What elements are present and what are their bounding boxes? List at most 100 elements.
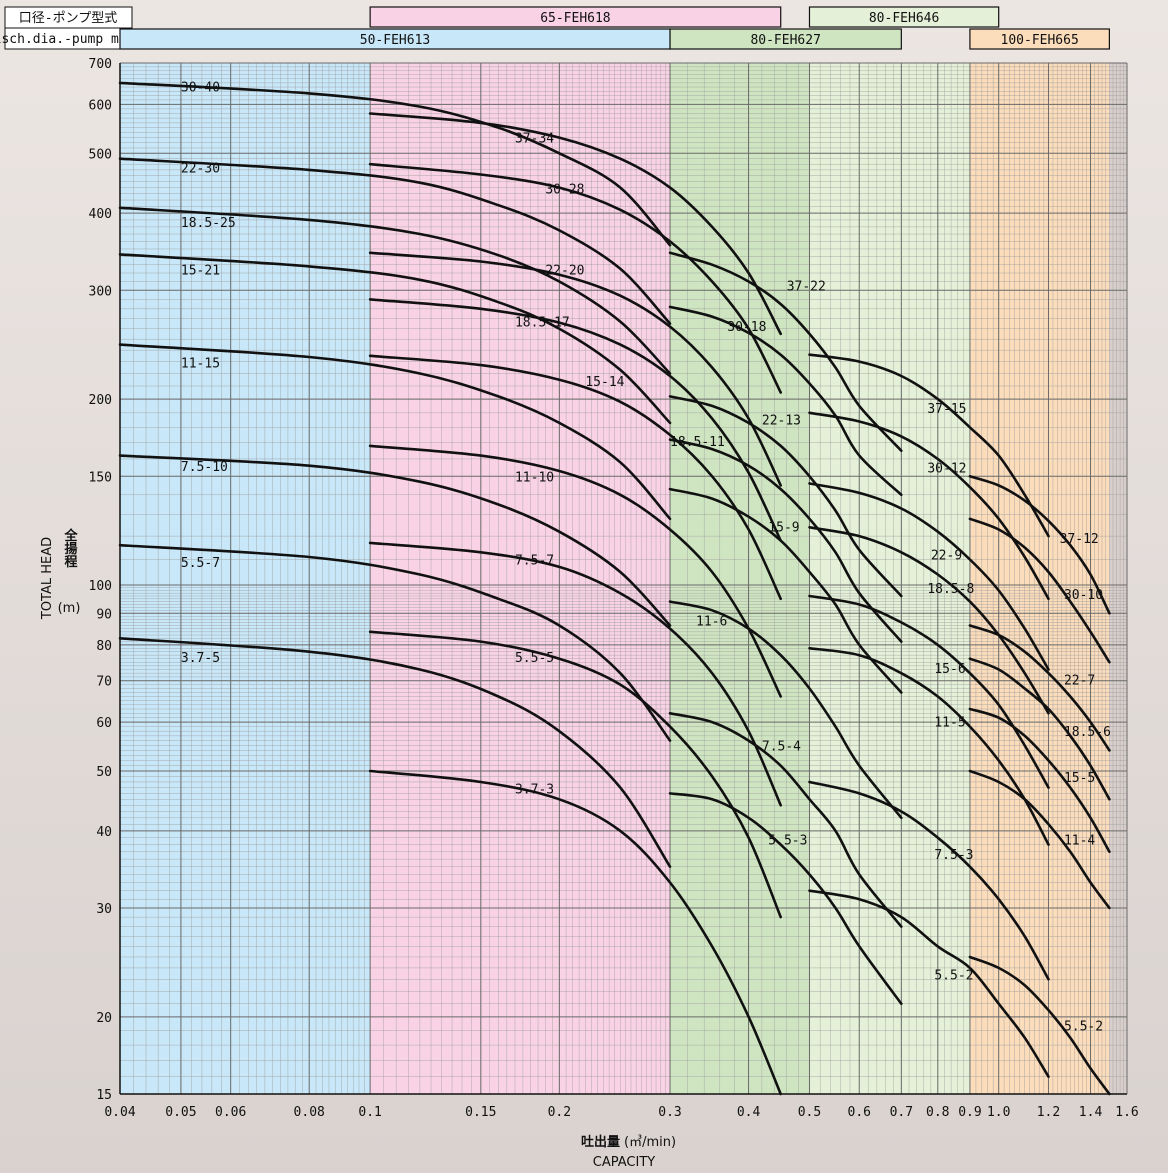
legend-line1: 口径-ポンプ型式 [19,11,117,26]
curve-label-15-6: 15-6 [934,662,965,677]
curve-label-37-15: 37-15 [927,402,966,417]
curve-label-11-5: 11-5 [934,716,965,731]
y-tick-label: 400 [89,207,112,222]
x-tick-label: 0.08 [294,1105,325,1120]
curve-30-40 [118,81,672,247]
curve-3.7-3 [368,769,782,1096]
x-tick-label: 0.4 [737,1105,761,1120]
y-tick-label: 500 [89,147,112,162]
x-axis-label-jp: 吐出量 [581,1134,620,1150]
curve-5.5-2 [968,955,1111,1096]
curve-label-5.5-5: 5.5-5 [515,651,554,666]
curve-5.5-7 [118,543,672,742]
x-tick-label: 0.7 [890,1105,913,1120]
curve-label-11-4: 11-4 [1064,834,1095,849]
curve-label-7.5-10: 7.5-10 [181,460,228,475]
curve-5.5-5 [368,630,782,919]
curve-37-22 [668,251,903,452]
x-tick-label: 0.8 [926,1105,949,1120]
model-bar-label: 100-FEH665 [1001,33,1079,48]
axes: 0.04 0.05 0.06 0.08 0.1 0.15 0.2 0.3 0.4 0.5 0.6 0.… [89,57,1139,1120]
model-regions [120,63,1127,1094]
region-100-FEH665 [969,63,1110,1094]
performance-curves [118,81,1111,1096]
x-tick-label: 0.1 [358,1105,381,1120]
y-tick-label: 15 [96,1088,112,1103]
curve-label-11-10: 11-10 [515,471,554,486]
x-tick-label: 0.3 [658,1105,681,1120]
curve-label-7.5-4: 7.5-4 [762,739,801,754]
y-tick-label: 600 [89,98,112,113]
curve-22-9 [808,482,1050,671]
curve-7.5-10 [118,454,672,627]
x-tick-label: 0.2 [548,1105,571,1120]
curve-label-11-6: 11-6 [696,615,727,630]
y-tick-label: 60 [96,716,112,731]
curve-15-5 [968,707,1111,854]
curve-30-28 [368,162,782,394]
curve-label-37-12: 37-12 [1060,532,1099,547]
x-tick-label: 0.5 [798,1105,821,1120]
x-tick-label: 0.15 [465,1105,496,1120]
x-tick-label: 1.6 [1115,1105,1138,1120]
y-tick-label: 90 [96,607,112,622]
curve-22-7 [968,624,1111,752]
curve-15-6 [808,594,1050,789]
y-tick-label: 20 [96,1011,112,1026]
curve-15-21 [118,253,672,425]
x-tick-label: 0.9 [958,1105,981,1120]
curve-label-5.5-7: 5.5-7 [181,556,220,571]
y-tick-label: 40 [96,825,112,840]
axis-titles: 吐出量 (㎥/min) CAPACITY TOTAL HEAD 全揚程 (m) [40,528,676,1170]
curve-label-18.5-11: 18.5-11 [670,435,725,450]
curve-label-30-40: 30-40 [181,80,220,95]
region-50-FEH613 [120,63,371,1094]
curve-15-14 [368,354,782,601]
curve-label-15-21: 15-21 [181,264,220,279]
curve-18.5-17 [368,298,782,542]
curve-label-18.5-8: 18.5-8 [927,582,974,597]
curve-22-13 [668,395,903,598]
curve-22-20 [368,251,782,487]
curve-11-10 [368,444,782,698]
curve-label-5.5-2: 5.5-2 [934,968,973,983]
model-bar-label: 50-FEH613 [360,33,430,48]
curve-18.5-6 [968,657,1111,801]
x-axis-label-en: CAPACITY [593,1155,655,1170]
curve-22-30 [118,157,672,325]
curve-11-4 [968,769,1111,910]
model-bar-label: 65-FEH618 [540,11,610,26]
curve-label-5.5-3: 5.5-3 [768,834,807,849]
model-bar-label: 80-FEH627 [750,33,820,48]
y-tick-label: 30 [96,902,112,917]
x-tick-label: 0.05 [165,1105,196,1120]
y-tick-label: 150 [89,470,112,485]
region-80-FEH646 [809,63,970,1094]
y-tick-label: 80 [96,639,112,654]
model-bar-65-FEH618 [369,6,782,28]
curve-label-7.5-7: 7.5-7 [515,553,554,568]
curve-label-15-5: 15-5 [1064,771,1095,786]
model-bar-100-FEH665 [969,28,1110,50]
curve-label-22-30: 22-30 [181,162,220,177]
curve-label-37-34: 37-34 [515,132,554,147]
curve-label-3.7-5: 3.7-5 [181,651,220,666]
y-axis-label-en: TOTAL HEAD [40,537,55,620]
curve-37-15 [808,353,1050,538]
model-header: 口径-ポンプ型式 Disch.dia.-pump model 65-FEH618… [0,6,1110,50]
curve-11-6 [668,600,903,820]
curve-labels: 30-40 22-30 18.5-25 15-21 11-15 7.5-10 5.5-7 3.… [181,80,1111,1034]
y-tick-label: 300 [89,284,112,299]
curve-18.5-11 [668,438,903,643]
curve-37-12 [968,475,1111,615]
curve-15-9 [668,487,903,694]
curve-30-18 [668,305,903,497]
curve-30-10 [968,517,1111,664]
curve-11-5 [808,647,1050,846]
model-bar-80-FEH646 [808,6,1000,28]
y-axis-label-unit: (m) [58,601,81,616]
curve-11-15 [118,343,672,521]
curve-label-15-14: 15-14 [585,375,624,390]
grid [119,62,1128,1095]
